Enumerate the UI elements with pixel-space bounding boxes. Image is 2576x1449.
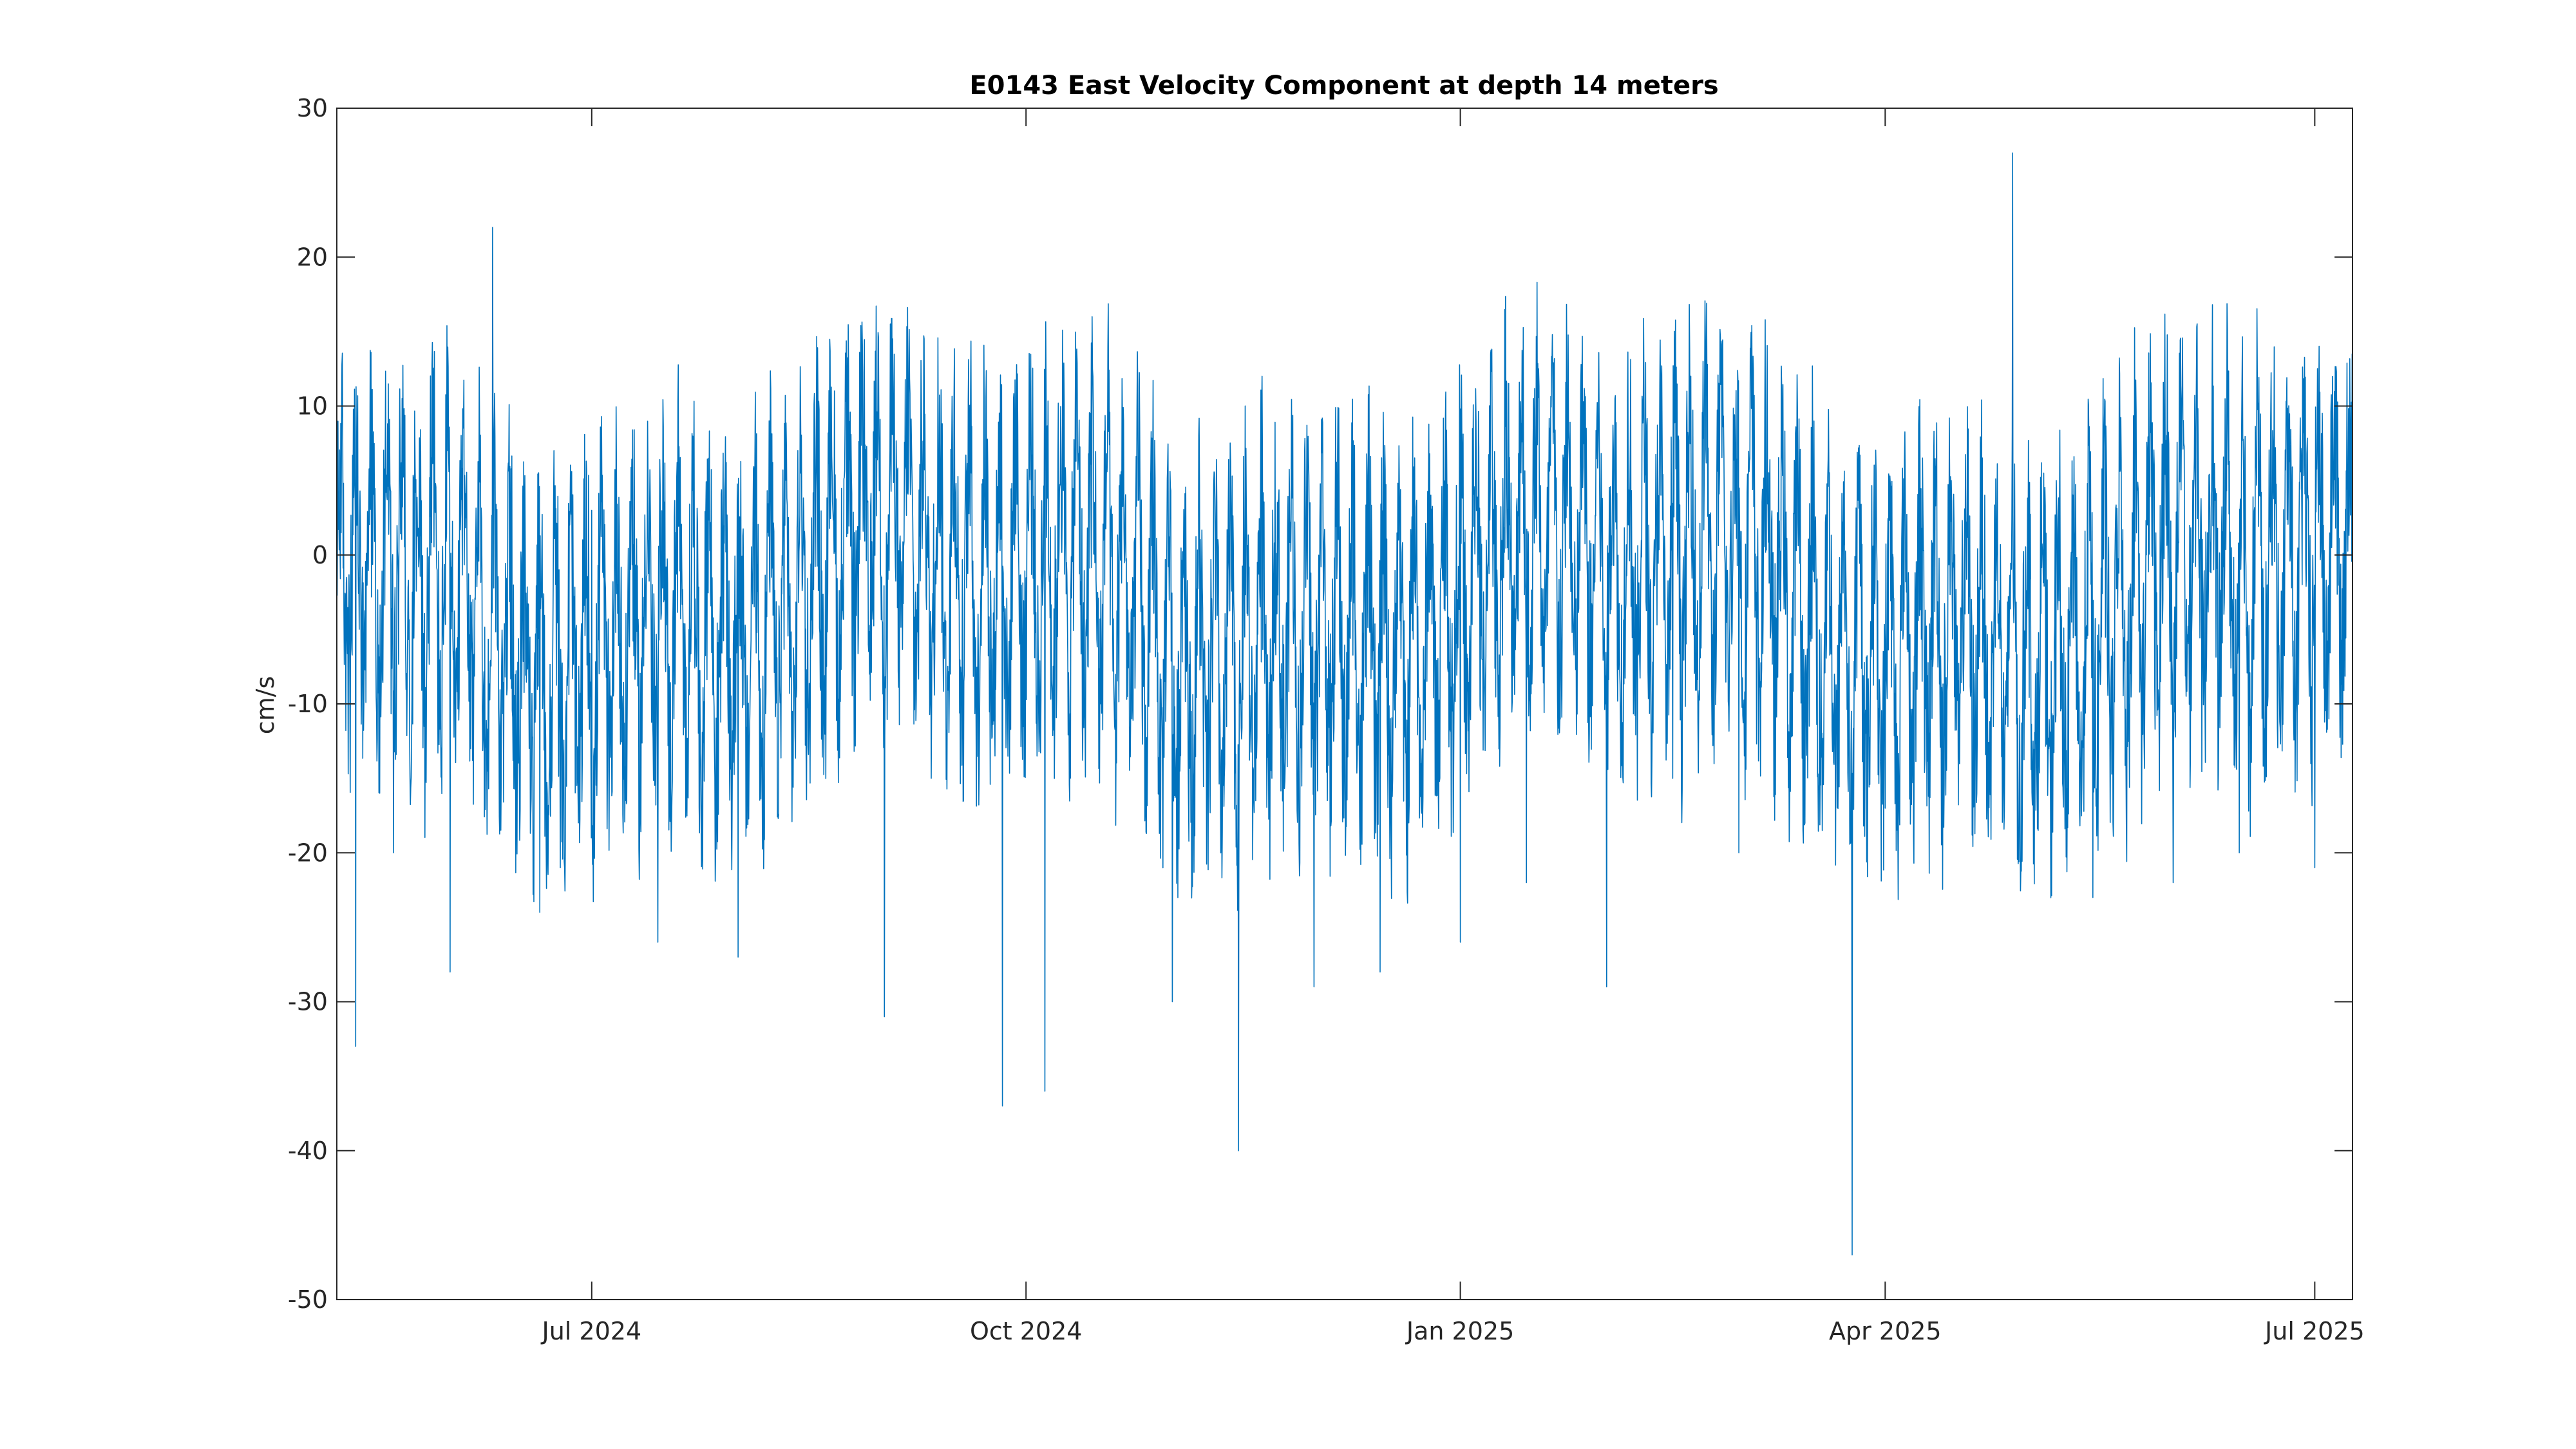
y-tick-label: 30: [297, 94, 328, 122]
x-tick-label: Jul 2024: [541, 1317, 642, 1345]
x-tick-label: Jul 2025: [2264, 1317, 2365, 1345]
y-tick-label: -40: [288, 1137, 328, 1165]
y-tick-label: -20: [288, 838, 328, 867]
x-tick-label: Oct 2024: [970, 1317, 1083, 1345]
tick-labels: 30 20 10 0 -10 -20 -30 -40 -50 Jul 2024 Oct 2024 Ja…: [288, 94, 2365, 1345]
chart-title: E0143 East Velocity Component at depth 1…: [969, 71, 1718, 100]
y-tick-label: 0: [312, 541, 328, 569]
plot-area: 30 20 10 0 -10 -20 -30 -40 -50 Jul 2024 Oct 2024 Ja…: [288, 94, 2365, 1345]
y-tick-label: -10: [288, 690, 328, 718]
y-tick-label: -50: [288, 1285, 328, 1314]
x-tick-label: Jan 2025: [1405, 1317, 1514, 1345]
x-tick-label: Apr 2025: [1829, 1317, 1942, 1345]
y-tick-label: -30: [288, 988, 328, 1016]
y-tick-label: 20: [297, 243, 328, 271]
axes: [336, 108, 2353, 1300]
data-series: [336, 152, 2353, 1256]
y-axis-label: cm/s: [251, 676, 279, 735]
series-line-0: [336, 152, 2353, 1256]
y-tick-label: 10: [297, 392, 328, 421]
